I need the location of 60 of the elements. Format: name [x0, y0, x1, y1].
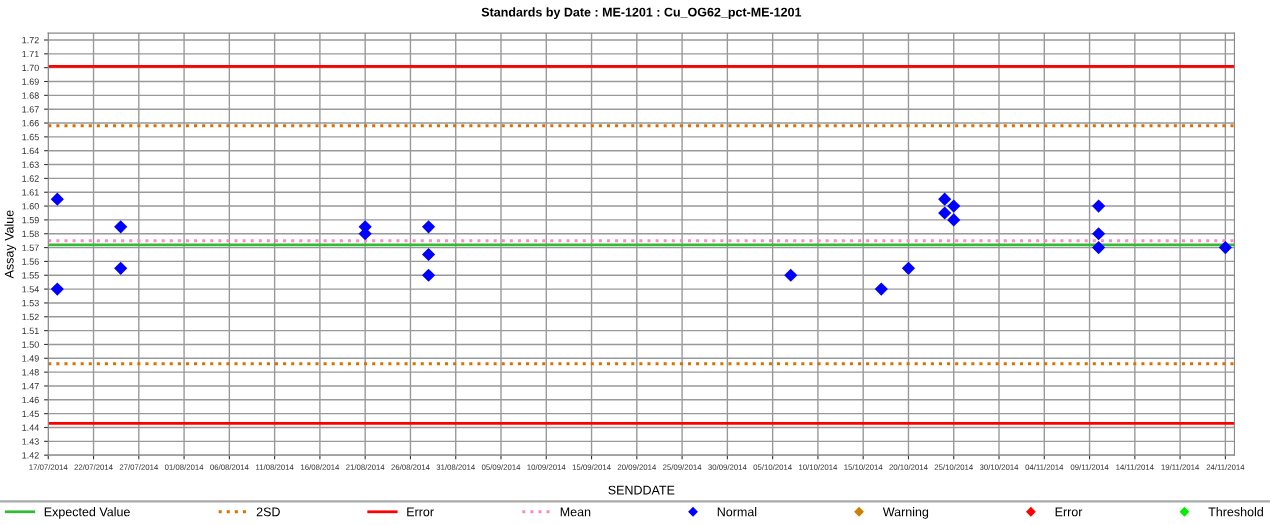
legend-label: Normal — [717, 507, 757, 517]
point — [1092, 227, 1106, 241]
point — [1092, 241, 1106, 255]
legend-label: 2SD — [256, 507, 280, 517]
point — [947, 199, 961, 213]
y-tick-label: 1.53 — [22, 299, 39, 307]
y-tick-label: 1.65 — [22, 133, 39, 141]
legend-label: Threshold — [1208, 507, 1263, 517]
point — [421, 268, 436, 282]
y-tick-label: 1.52 — [22, 313, 39, 321]
point — [1092, 199, 1106, 213]
point — [114, 220, 128, 234]
y-tick-label: 1.56 — [22, 258, 39, 265]
point — [784, 268, 798, 282]
y-tick-label: 1.61 — [22, 189, 39, 196]
point — [938, 192, 952, 206]
legend-label: Error — [1055, 507, 1083, 517]
y-tick-label: 1.48 — [22, 369, 39, 376]
chart-title: Standards by Date : ME-1201 : Cu_OG62_pct-ME-1201 — [481, 7, 802, 19]
point — [1218, 241, 1232, 255]
y-tick-label: 1.67 — [22, 106, 39, 113]
point — [874, 282, 888, 296]
y-tick-label: 1.55 — [22, 272, 39, 279]
point — [938, 206, 952, 220]
y-tick-label: 1.45 — [22, 410, 39, 418]
y-tick-label: 1.69 — [22, 78, 39, 85]
y-tick-label: 1.60 — [22, 203, 39, 210]
point — [947, 213, 961, 227]
y-tick-label: 1.44 — [22, 424, 39, 431]
x-axis-title: SENDDATE — [608, 485, 675, 495]
point — [421, 220, 436, 234]
y-tick-label: 1.59 — [22, 216, 39, 224]
y-tick-label: 1.51 — [22, 327, 39, 334]
y-tick-label: 1.58 — [22, 230, 39, 238]
y-tick-label: 1.71 — [22, 50, 39, 58]
y-tick-label: 1.66 — [22, 120, 39, 127]
y-tick-label: 1.49 — [22, 355, 39, 362]
y-tick-label: 1.50 — [22, 341, 39, 348]
y-tick-label: 1.47 — [22, 383, 39, 390]
y-tick-label: 1.68 — [22, 92, 39, 99]
y-tick-label: 1.72 — [22, 36, 39, 44]
point — [901, 261, 916, 275]
legend-label: Error — [407, 507, 434, 517]
y-tick-label: 1.54 — [22, 286, 39, 293]
point — [50, 192, 64, 206]
y-tick-label: 1.64 — [22, 147, 39, 155]
point — [50, 282, 64, 296]
y-axis-title: Assay Value — [4, 210, 17, 279]
y-tick-label: 1.46 — [22, 396, 39, 404]
point — [114, 261, 128, 275]
legend-label: Expected Value — [44, 507, 130, 519]
y-tick-label: 1.62 — [22, 175, 39, 182]
legend-label: Mean — [560, 507, 591, 517]
y-tick-label: 1.57 — [22, 244, 39, 251]
point — [421, 247, 436, 262]
y-tick-label: 1.42 — [22, 452, 39, 459]
y-tick-label: 1.70 — [22, 64, 39, 72]
y-tick-label: 1.43 — [22, 438, 39, 445]
legend-label: Warning — [882, 507, 929, 519]
y-tick-label: 1.63 — [22, 161, 39, 168]
